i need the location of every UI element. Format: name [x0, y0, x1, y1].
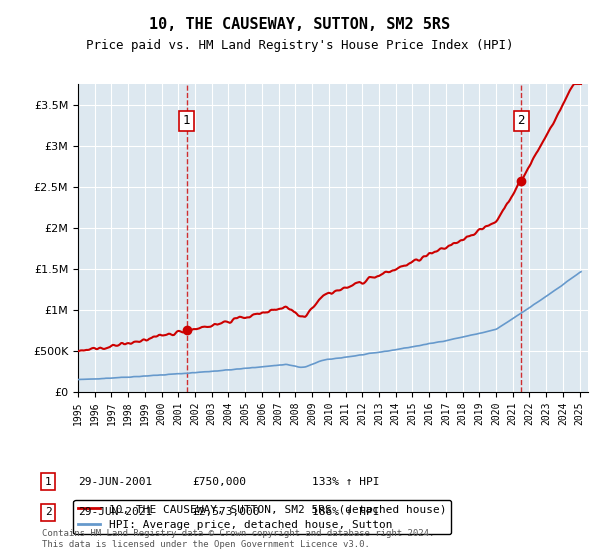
- Text: 29-JUN-2021: 29-JUN-2021: [78, 507, 152, 517]
- Text: Contains HM Land Registry data © Crown copyright and database right 2024.
This d: Contains HM Land Registry data © Crown c…: [42, 529, 434, 549]
- Text: Price paid vs. HM Land Registry's House Price Index (HPI): Price paid vs. HM Land Registry's House …: [86, 39, 514, 52]
- Text: £2,573,000: £2,573,000: [192, 507, 260, 517]
- Text: 2: 2: [517, 114, 525, 128]
- Text: 1: 1: [44, 477, 52, 487]
- Text: 29-JUN-2001: 29-JUN-2001: [78, 477, 152, 487]
- Text: 2: 2: [44, 507, 52, 517]
- Text: 10, THE CAUSEWAY, SUTTON, SM2 5RS: 10, THE CAUSEWAY, SUTTON, SM2 5RS: [149, 17, 451, 32]
- Legend: 10, THE CAUSEWAY, SUTTON, SM2 5RS (detached house), HPI: Average price, detached: 10, THE CAUSEWAY, SUTTON, SM2 5RS (detac…: [73, 500, 451, 534]
- Text: 133% ↑ HPI: 133% ↑ HPI: [312, 477, 380, 487]
- Text: £750,000: £750,000: [192, 477, 246, 487]
- Text: 186% ↑ HPI: 186% ↑ HPI: [312, 507, 380, 517]
- Text: 1: 1: [183, 114, 190, 128]
